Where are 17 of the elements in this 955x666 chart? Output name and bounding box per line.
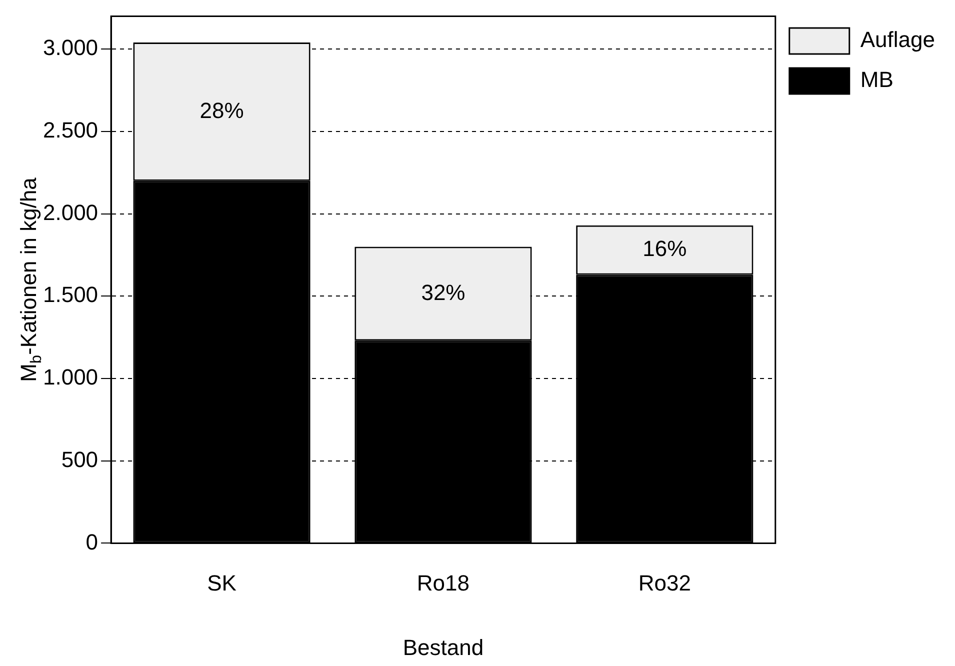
y-tick-label: 1.500 bbox=[42, 282, 98, 308]
x-tick-label: SK bbox=[207, 570, 237, 596]
y-tick-label: 0 bbox=[86, 529, 98, 554]
y-tick-label: 3.000 bbox=[42, 35, 98, 60]
y-axis-title: Mb-Kationen in kg/ha bbox=[16, 176, 45, 382]
x-tick-label: Ro32 bbox=[638, 570, 691, 596]
y-tick-label: 1.000 bbox=[42, 364, 98, 390]
y-tick-label: 500 bbox=[61, 446, 98, 472]
legend-label: Auflage bbox=[860, 27, 936, 52]
annotation: 32% bbox=[421, 280, 466, 305]
x-tick-label: Ro18 bbox=[416, 570, 470, 596]
annotation: 16% bbox=[642, 236, 687, 262]
legend-label: MB bbox=[860, 67, 894, 92]
x-axis-title: Bestand bbox=[402, 634, 484, 660]
y-tick-label: 2.000 bbox=[42, 200, 98, 225]
annotation: 28% bbox=[200, 98, 244, 123]
y-tick-label: 2.500 bbox=[42, 118, 98, 143]
